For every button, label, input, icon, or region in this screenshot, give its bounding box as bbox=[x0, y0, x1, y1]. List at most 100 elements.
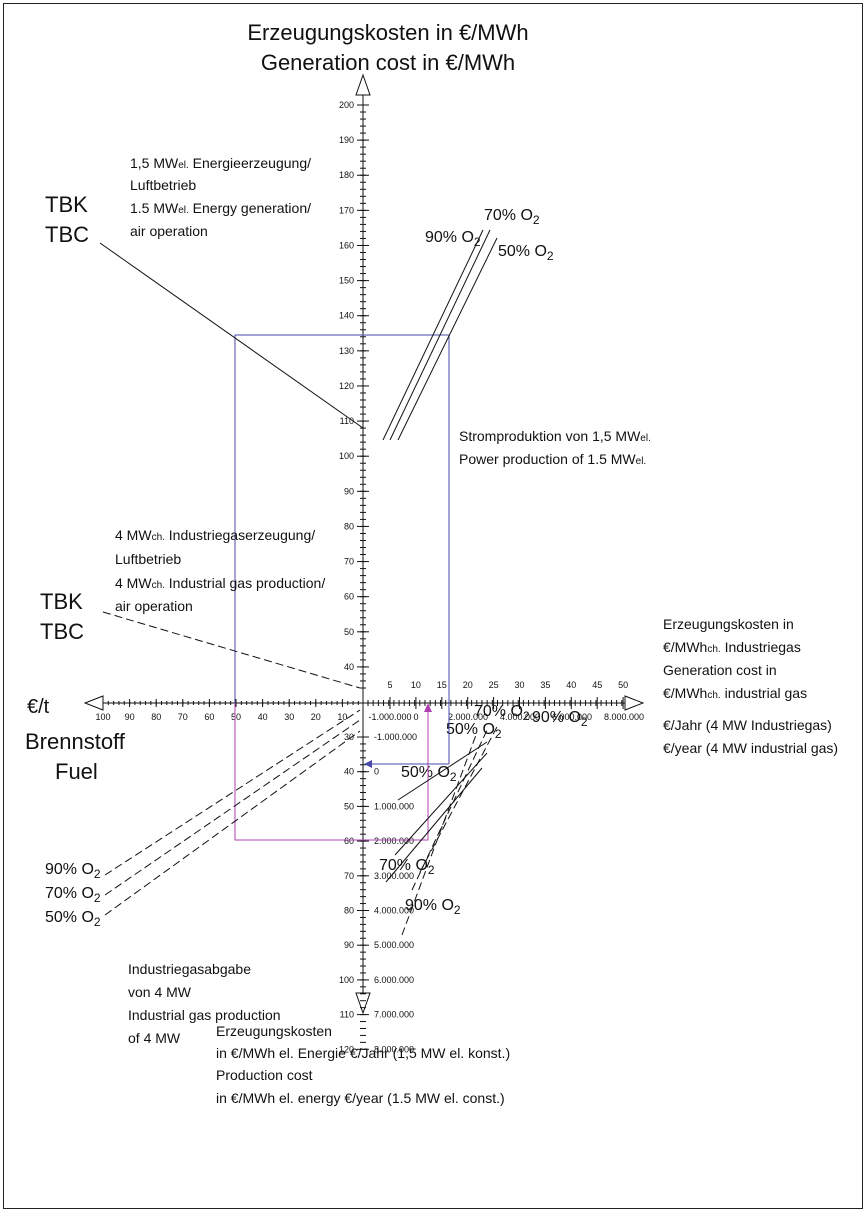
construction bbox=[234, 334, 450, 841]
arrow-up bbox=[355, 73, 371, 96]
gas-block: 4 MWch. Industriegaserzeugung/ bbox=[115, 527, 315, 543]
o2-label: 50% O2 bbox=[446, 721, 502, 741]
tick-label: 30 bbox=[284, 712, 294, 722]
power-block: 1.5 MWel. Energy generation/ bbox=[130, 200, 311, 216]
bottom-axis-label: Production cost bbox=[216, 1067, 313, 1083]
arrow-left bbox=[83, 695, 104, 711]
gas-block: Luftbetrieb bbox=[115, 551, 181, 567]
o2-text: 50% O bbox=[401, 764, 450, 781]
right-axis-label: Generation cost in bbox=[663, 662, 777, 678]
tick-label: 120 bbox=[339, 1044, 354, 1054]
gas-rect bbox=[234, 703, 429, 841]
o2-text: 90% O bbox=[405, 897, 454, 914]
o2-line bbox=[394, 752, 488, 856]
o2-sub: 2 bbox=[495, 727, 502, 741]
tick-label: 170 bbox=[339, 205, 354, 215]
tick-label: 6.000.000 bbox=[374, 975, 414, 985]
tick-label: 90 bbox=[344, 486, 354, 496]
curves bbox=[99, 229, 499, 936]
tick-label: 90 bbox=[344, 940, 354, 950]
o2-text: 90% O bbox=[532, 709, 581, 726]
tick-label: 1.000.000 bbox=[374, 801, 414, 811]
gas-block: 4 MWch. Industrial gas production/ bbox=[115, 575, 325, 591]
right-axis-label: Erzeugungskosten in bbox=[663, 616, 794, 632]
tick-label: 70 bbox=[344, 871, 354, 881]
o2-line bbox=[411, 727, 489, 891]
gas-output: Industriegasabgabe bbox=[128, 961, 251, 977]
tick-label: 45 bbox=[592, 680, 602, 690]
tick-label: 30 bbox=[514, 680, 524, 690]
tick-label: 40 bbox=[344, 662, 354, 672]
o2-sub: 2 bbox=[94, 867, 101, 881]
right-axis-label: €/MWhch. Industriegas bbox=[663, 639, 801, 655]
power-production: Power production of 1.5 MWel. bbox=[459, 451, 646, 467]
tick-label: 15 bbox=[437, 680, 447, 690]
tick-label: 60 bbox=[344, 592, 354, 602]
power-block: air operation bbox=[130, 223, 208, 239]
tick-label: 80 bbox=[151, 712, 161, 722]
o2-label: 50% O2 bbox=[401, 764, 457, 784]
power-production: Stromproduktion von 1,5 MWel. bbox=[459, 428, 651, 444]
tick-label: 130 bbox=[339, 346, 354, 356]
o2-line bbox=[397, 237, 498, 441]
tbc: TBC bbox=[40, 619, 84, 644]
tick-label: 20 bbox=[311, 712, 321, 722]
o2-label: 50% O2 bbox=[45, 909, 101, 929]
ticks: 2001901801701601501401301201101009080706… bbox=[45, 100, 644, 1054]
o2-label: 70% O2 bbox=[45, 885, 101, 905]
power-block: Luftbetrieb bbox=[130, 177, 196, 193]
o2-line bbox=[104, 709, 361, 876]
o2-sub: 2 bbox=[450, 770, 457, 784]
bottom-axis-label: Erzeugungskosten bbox=[216, 1023, 332, 1039]
tick-label: 110 bbox=[340, 1010, 354, 1020]
o2-text: 70% O bbox=[379, 857, 428, 874]
o2-label: 70% O2 bbox=[474, 703, 530, 723]
o2-sub: 2 bbox=[454, 903, 461, 917]
tick-label: 20 bbox=[463, 680, 473, 690]
title-en: Generation cost in €/MWh bbox=[261, 50, 515, 75]
o2-line bbox=[389, 229, 491, 441]
o2-sub: 2 bbox=[428, 863, 435, 877]
o2-sub: 2 bbox=[94, 891, 101, 905]
tick-label: 100 bbox=[339, 451, 354, 461]
tick-label: 70 bbox=[344, 557, 354, 567]
tick-label: 90 bbox=[125, 712, 135, 722]
axes bbox=[83, 73, 645, 1015]
tick-label: 100 bbox=[95, 712, 110, 722]
tick-label: 25 bbox=[489, 680, 499, 690]
bottom-axis-label: in €/MWh el. Energie €/Jahr (1,5 MW el. … bbox=[216, 1045, 510, 1061]
o2-label: 50% O2 bbox=[498, 243, 554, 263]
gas-output: von 4 MW bbox=[128, 984, 192, 1000]
tick-label: 60 bbox=[204, 712, 214, 722]
o2-label: 70% O2 bbox=[379, 857, 435, 877]
bottom-axis-label: in €/MWh el. energy €/year (1.5 MW el. c… bbox=[216, 1090, 505, 1106]
tbk-line bbox=[102, 611, 361, 689]
o2-sub: 2 bbox=[581, 715, 588, 729]
tick-label: 5 bbox=[387, 680, 392, 690]
o2-line bbox=[385, 767, 483, 883]
tbc: TBC bbox=[45, 222, 89, 247]
o2-line bbox=[104, 730, 361, 916]
gas-output: Industrial gas production bbox=[128, 1007, 281, 1023]
title-de: Erzeugungskosten in €/MWh bbox=[247, 20, 528, 45]
right-axis-label: €/MWhch. industrial gas bbox=[663, 685, 807, 701]
tick-label: 35 bbox=[540, 680, 550, 690]
o2-label: 90% O2 bbox=[532, 709, 588, 729]
tick-label: 10 bbox=[337, 712, 347, 722]
o2-sub: 2 bbox=[547, 249, 554, 263]
tbk-line bbox=[99, 242, 364, 429]
tick-label: 150 bbox=[339, 276, 354, 286]
frame bbox=[3, 3, 863, 1209]
o2-sub: 2 bbox=[94, 915, 101, 929]
tick-label: 50 bbox=[618, 680, 628, 690]
o2-line bbox=[382, 229, 484, 441]
o2-label: 90% O2 bbox=[45, 861, 101, 881]
tick-label: 80 bbox=[344, 521, 354, 531]
tbk: TBK bbox=[45, 192, 88, 217]
o2-label: 90% O2 bbox=[405, 897, 461, 917]
tick-label: 100 bbox=[339, 975, 354, 985]
tick-label: 0 bbox=[374, 767, 379, 777]
tick-label: 120 bbox=[339, 381, 354, 391]
tick-label: 50 bbox=[344, 627, 354, 637]
